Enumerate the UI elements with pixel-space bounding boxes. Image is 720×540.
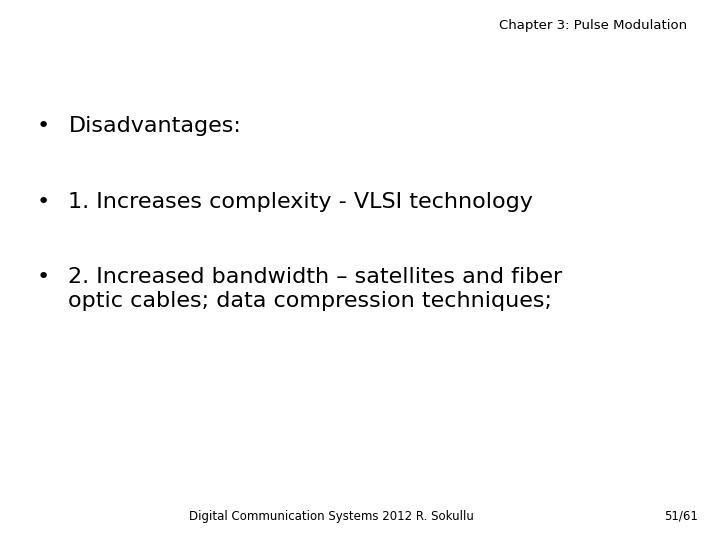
Text: Chapter 3: Pulse Modulation: Chapter 3: Pulse Modulation bbox=[500, 19, 688, 32]
Text: •: • bbox=[37, 267, 50, 287]
Text: •: • bbox=[37, 192, 50, 212]
Text: 1. Increases complexity - VLSI technology: 1. Increases complexity - VLSI technolog… bbox=[68, 192, 534, 212]
Text: •: • bbox=[37, 116, 50, 136]
Text: Digital Communication Systems 2012 R. Sokullu: Digital Communication Systems 2012 R. So… bbox=[189, 510, 474, 523]
Text: Disadvantages:: Disadvantages: bbox=[68, 116, 241, 136]
Text: 51/61: 51/61 bbox=[665, 510, 698, 523]
Text: 2. Increased bandwidth – satellites and fiber
optic cables; data compression tec: 2. Increased bandwidth – satellites and … bbox=[68, 267, 562, 311]
